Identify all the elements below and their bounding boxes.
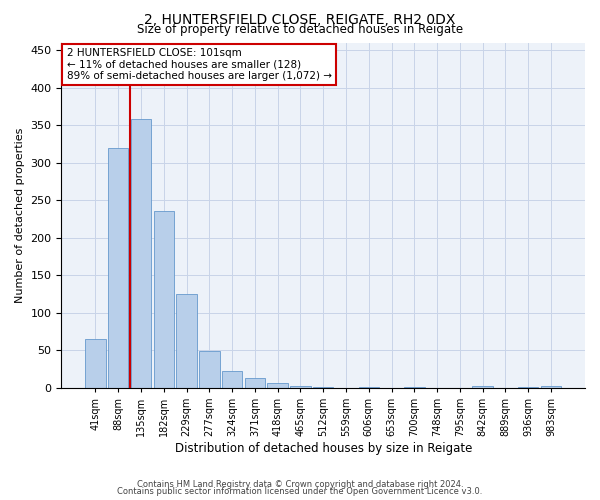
Bar bbox=[472, 386, 493, 388]
Bar bbox=[359, 387, 379, 388]
Bar bbox=[222, 370, 242, 388]
Y-axis label: Number of detached properties: Number of detached properties bbox=[15, 128, 25, 303]
Text: Contains public sector information licensed under the Open Government Licence v3: Contains public sector information licen… bbox=[118, 488, 482, 496]
Bar bbox=[131, 119, 151, 388]
Bar bbox=[404, 387, 425, 388]
Bar bbox=[108, 148, 128, 388]
Bar bbox=[154, 212, 174, 388]
Bar bbox=[518, 387, 538, 388]
Text: Contains HM Land Registry data © Crown copyright and database right 2024.: Contains HM Land Registry data © Crown c… bbox=[137, 480, 463, 489]
Bar bbox=[245, 378, 265, 388]
Text: Size of property relative to detached houses in Reigate: Size of property relative to detached ho… bbox=[137, 22, 463, 36]
Bar bbox=[290, 386, 311, 388]
Bar bbox=[313, 387, 334, 388]
X-axis label: Distribution of detached houses by size in Reigate: Distribution of detached houses by size … bbox=[175, 442, 472, 455]
Bar bbox=[176, 294, 197, 388]
Bar bbox=[199, 351, 220, 388]
Text: 2 HUNTERSFIELD CLOSE: 101sqm
← 11% of detached houses are smaller (128)
89% of s: 2 HUNTERSFIELD CLOSE: 101sqm ← 11% of de… bbox=[67, 48, 332, 81]
Bar bbox=[541, 386, 561, 388]
Bar bbox=[268, 382, 288, 388]
Bar bbox=[85, 339, 106, 388]
Text: 2, HUNTERSFIELD CLOSE, REIGATE, RH2 0DX: 2, HUNTERSFIELD CLOSE, REIGATE, RH2 0DX bbox=[145, 12, 455, 26]
